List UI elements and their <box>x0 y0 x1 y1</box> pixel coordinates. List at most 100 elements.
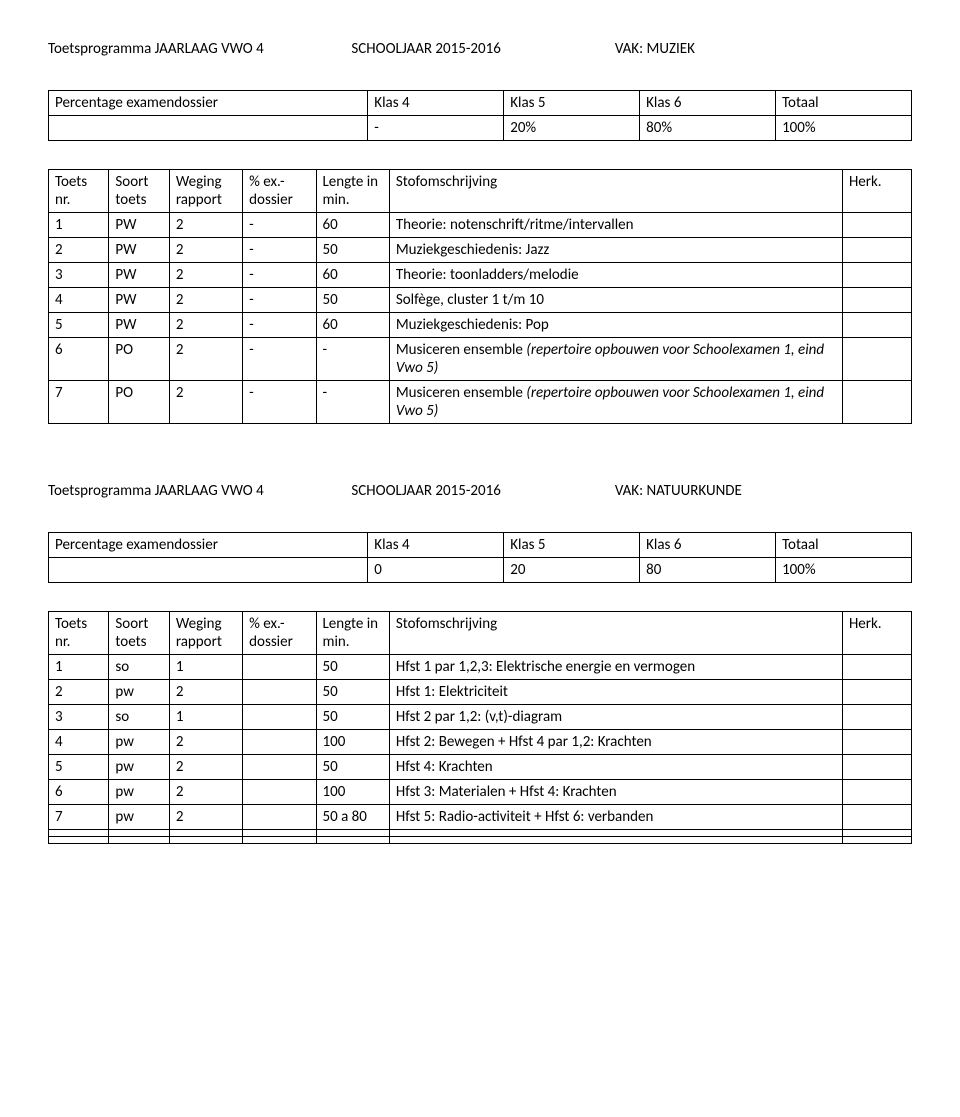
cell <box>49 830 109 837</box>
table-row: Percentage examendossier Klas 4 Klas 5 K… <box>49 91 912 116</box>
cell: 2 <box>49 238 109 263</box>
main-table-2: Toets nr. Soort toets Weging rapport % e… <box>48 611 912 844</box>
cell: 2 <box>169 313 242 338</box>
col-header: Soort toets <box>109 170 169 213</box>
cell: - <box>316 381 389 424</box>
table-row: 4PW2-50Solfège, cluster 1 t/m 10 <box>49 288 912 313</box>
cell: pw <box>109 780 169 805</box>
perc-col: Klas 4 <box>368 91 504 116</box>
cell <box>316 837 389 844</box>
desc-plain: Musiceren ensemble <box>396 384 526 402</box>
cell <box>169 837 242 844</box>
perc-col: Totaal <box>776 91 912 116</box>
col-header: Stofomschrijving <box>389 170 842 213</box>
table-header-row: Toets nr. Soort toets Weging rapport % e… <box>49 170 912 213</box>
perc-cell: 20 <box>504 558 640 583</box>
cell: Muziekgeschiedenis: Pop <box>389 313 842 338</box>
perc-cell: 80 <box>640 558 776 583</box>
cell: pw <box>109 730 169 755</box>
cell: - <box>243 288 316 313</box>
cell: 100 <box>316 730 389 755</box>
cell: - <box>243 338 316 381</box>
cell: 50 <box>316 705 389 730</box>
table-row: 6PO2--Musiceren ensemble (repertoire opb… <box>49 338 912 381</box>
cell: Hfst 1 par 1,2,3: Elektrische energie en… <box>389 655 842 680</box>
cell <box>842 313 911 338</box>
cell <box>842 288 911 313</box>
cell: 2 <box>169 338 242 381</box>
cell: 4 <box>49 730 109 755</box>
col-header: % ex.-dossier <box>243 612 316 655</box>
perc-cell: - <box>368 116 504 141</box>
table-row: 3so150Hfst 2 par 1,2: (v,t)-diagram <box>49 705 912 730</box>
cell: 2 <box>169 755 242 780</box>
perc-label: Percentage examendossier <box>49 91 368 116</box>
cell: 1 <box>169 655 242 680</box>
cell <box>842 805 911 830</box>
col-header: Lengte in min. <box>316 170 389 213</box>
cell: 50 <box>316 755 389 780</box>
perc-cell: 20% <box>504 116 640 141</box>
cell: - <box>243 381 316 424</box>
perc-col: Klas 6 <box>640 91 776 116</box>
header-program: Toetsprogramma JAARLAAG VWO 4 <box>48 40 348 58</box>
cell: - <box>243 213 316 238</box>
cell <box>49 837 109 844</box>
perc-col: Klas 5 <box>504 91 640 116</box>
header-schoolyear: SCHOOLJAAR 2015-2016 <box>351 40 611 58</box>
table-row: 7PO2--Musiceren ensemble (repertoire opb… <box>49 381 912 424</box>
cell: 6 <box>49 338 109 381</box>
cell: 2 <box>169 263 242 288</box>
table-row: 1so150Hfst 1 par 1,2,3: Elektrische ener… <box>49 655 912 680</box>
cell <box>169 830 242 837</box>
perc-col: Klas 6 <box>640 533 776 558</box>
cell: 1 <box>49 213 109 238</box>
col-header: Toets nr. <box>49 612 109 655</box>
cell <box>842 730 911 755</box>
cell <box>243 755 316 780</box>
header-section2: Toetsprogramma JAARLAAG VWO 4 SCHOOLJAAR… <box>48 482 912 500</box>
table-row: 2PW2-50Muziekgeschiedenis: Jazz <box>49 238 912 263</box>
col-header: Soort toets <box>109 612 169 655</box>
col-header: Weging rapport <box>169 170 242 213</box>
cell <box>842 830 911 837</box>
header-section1: Toetsprogramma JAARLAAG VWO 4 SCHOOLJAAR… <box>48 40 912 58</box>
cell: 2 <box>169 680 242 705</box>
cell: PW <box>109 213 169 238</box>
cell <box>243 680 316 705</box>
cell <box>842 680 911 705</box>
cell <box>243 655 316 680</box>
cell: Solfège, cluster 1 t/m 10 <box>389 288 842 313</box>
cell: 7 <box>49 805 109 830</box>
cell: 60 <box>316 313 389 338</box>
cell: PW <box>109 288 169 313</box>
col-header: Herk. <box>842 170 911 213</box>
perc-col: Klas 5 <box>504 533 640 558</box>
cell <box>842 338 911 381</box>
cell: Hfst 1: Elektriciteit <box>389 680 842 705</box>
cell: 100 <box>316 780 389 805</box>
cell <box>842 655 911 680</box>
table-row: 6pw2100Hfst 3: Materialen + Hfst 4: Krac… <box>49 780 912 805</box>
cell: 5 <box>49 755 109 780</box>
perc-cell: 100% <box>776 558 912 583</box>
perc-cell <box>49 116 368 141</box>
cell: PW <box>109 263 169 288</box>
cell: pw <box>109 805 169 830</box>
cell <box>243 837 316 844</box>
header-vak: VAK: MUZIEK <box>615 40 695 58</box>
cell: 60 <box>316 213 389 238</box>
cell: 50 <box>316 655 389 680</box>
cell <box>842 755 911 780</box>
cell <box>389 837 842 844</box>
table-row: 5PW2-60Muziekgeschiedenis: Pop <box>49 313 912 338</box>
col-header: Herk. <box>842 612 911 655</box>
cell: 50 a 80 <box>316 805 389 830</box>
cell: 4 <box>49 288 109 313</box>
table-row: 2pw250Hfst 1: Elektriciteit <box>49 680 912 705</box>
perc-cell: 0 <box>368 558 504 583</box>
cell: 50 <box>316 680 389 705</box>
table-row: 5pw250Hfst 4: Krachten <box>49 755 912 780</box>
perc-cell: 100% <box>776 116 912 141</box>
cell: Theorie: toonladders/melodie <box>389 263 842 288</box>
